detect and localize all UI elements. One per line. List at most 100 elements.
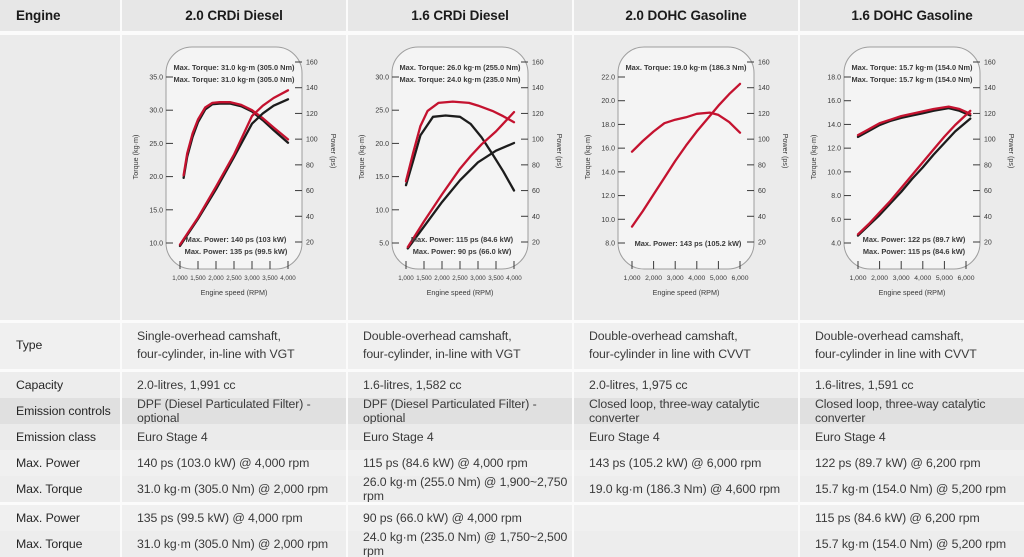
x-tick-label: 4,000: [688, 275, 705, 282]
left-tick-label: 16.0: [601, 145, 615, 152]
x-tick-label: 3,000: [244, 275, 260, 282]
left-tick-label: 35.0: [149, 74, 163, 81]
max-power-annotation: Max. Power: 90 ps (66.0 kW): [413, 247, 512, 256]
right-tick-label: 120: [758, 110, 770, 117]
spec-cell: Single-overhead camshaft, four-cylinder,…: [122, 323, 346, 369]
spec-cell: 24.0 kg·m (235.0 Nm) @ 1,750~2,500 rpm: [348, 531, 572, 557]
spec-cell: [574, 531, 798, 557]
spec-cell: DPF (Diesel Particulated Filter) - optio…: [348, 398, 572, 424]
right-tick-label: 120: [984, 110, 996, 117]
max-torque-annotation: Max. Torque: 15.7 kg·m (154.0 Nm): [851, 75, 973, 84]
max-power-annotation: Max. Power: 143 ps (105.2 kW): [635, 239, 742, 248]
x-tick-label: 1,500: [416, 275, 432, 282]
max-torque-annotation: Max. Torque: 19.0 kg·m (186.3 Nm): [625, 63, 747, 72]
right-tick-label: 120: [306, 110, 318, 117]
x-tick-label: 4,000: [506, 275, 522, 282]
x-axis-label: Engine speed (RPM): [879, 288, 946, 297]
left-tick-label: 15.0: [149, 207, 163, 214]
engine-chart-1-6-dohc-gasoline: 18.0 16.0 14.0 12.0 10.0 8.0 6.0 4.0 160 140 120 10…: [800, 35, 1024, 320]
spec-cell: 1.6-litres, 1,591 cc: [800, 372, 1024, 398]
spec-cell: 19.0 kg·m (186.3 Nm) @ 4,600 rpm: [574, 476, 798, 502]
y-axis-label-left: Torque (kg·m): [583, 134, 592, 179]
x-tick-label: 2,000: [208, 275, 224, 282]
spec-row-emission-class: Emission class Euro Stage 4 Euro Stage 4…: [0, 424, 1024, 450]
engine-header-label: Engine: [0, 0, 120, 31]
engine-name-2-0-dohc-gasoline: 2.0 DOHC Gasoline: [574, 0, 798, 31]
x-tick-label: 6,000: [731, 275, 748, 282]
row-label: Max. Torque: [0, 476, 120, 502]
spec-cell: Euro Stage 4: [348, 424, 572, 450]
spec-cell: 31.0 kg·m (305.0 Nm) @ 2,000 rpm: [122, 476, 346, 502]
spec-cell: 115 ps (84.6 kW) @ 4,000 rpm: [348, 450, 572, 476]
engine-performance-chart: 30.0 25.0 20.0 15.0 10.0 5.0 160 140 120 100 80 60 4…: [357, 46, 564, 297]
engine-name-2-0-crdi-diesel: 2.0 CRDi Diesel: [122, 0, 346, 31]
max-torque-annotation: Max. Torque: 31.0 kg·m (305.0 Nm): [173, 63, 295, 72]
spec-row-type: Type Single-overhead camshaft, four-cyli…: [0, 323, 1024, 369]
max-power-annotation: Max. Power: 135 ps (99.5 kW): [185, 247, 288, 256]
x-tick-label: 3,000: [470, 275, 486, 282]
right-tick-label: 140: [306, 85, 318, 92]
max-torque-annotation: Max. Torque: 15.7 kg·m (154.0 Nm): [851, 63, 973, 72]
x-tick-label: 5,000: [710, 275, 727, 282]
spec-cell: 15.7 kg·m (154.0 Nm) @ 5,200 rpm: [800, 476, 1024, 502]
left-tick-label: 10.0: [601, 216, 615, 223]
right-tick-label: 60: [984, 188, 992, 195]
spec-row-max-torque-2: Max. Torque 31.0 kg·m (305.0 Nm) @ 2,000…: [0, 531, 1024, 557]
spec-row-max-torque-1: Max. Torque 31.0 kg·m (305.0 Nm) @ 2,000…: [0, 476, 1024, 502]
spec-cell: 2.0-litres, 1,991 cc: [122, 372, 346, 398]
row-label: Max. Power: [0, 505, 120, 531]
left-tick-label: 6.0: [831, 216, 841, 223]
left-tick-label: 18.0: [601, 121, 615, 128]
left-tick-label: 16.0: [827, 98, 841, 105]
power-black-curve: [856, 116, 972, 237]
x-tick-label: 3,500: [262, 275, 278, 282]
spec-cell: Euro Stage 4: [574, 424, 798, 450]
spec-cell: Double-overhead camshaft, four-cylinder,…: [348, 323, 572, 369]
y-axis-label-right: Power (ps): [1007, 133, 1016, 168]
left-tick-label: 5.0: [379, 240, 389, 247]
row-label: Capacity: [0, 372, 120, 398]
spec-cell: Closed loop, three-way catalytic convert…: [800, 398, 1024, 424]
y-axis-label-right: Power (ps): [329, 133, 338, 168]
y-axis-label-right: Power (ps): [555, 133, 564, 168]
right-tick-label: 160: [984, 59, 996, 66]
right-tick-label: 20: [758, 239, 766, 246]
right-tick-label: 120: [532, 110, 544, 117]
max-torque-annotation: Max. Torque: 31.0 kg·m (305.0 Nm): [173, 75, 295, 84]
x-tick-label: 3,000: [667, 275, 684, 282]
spec-row-emission-controls: Emission controls DPF (Diesel Particulat…: [0, 398, 1024, 424]
x-axis-label: Engine speed (RPM): [427, 288, 494, 297]
row-label: Max. Power: [0, 450, 120, 476]
left-tick-label: 20.0: [601, 98, 615, 105]
torque-red-curve: [630, 110, 742, 153]
left-tick-label: 22.0: [601, 74, 615, 81]
left-tick-label: 8.0: [831, 193, 841, 200]
torque-black-curve: [404, 113, 516, 192]
chart-band: 35.0 30.0 25.0 20.0 15.0 10.0 160 140 120 100 80 60…: [0, 35, 1024, 320]
max-power-annotation: Max. Power: 122 ps (89.7 kW): [863, 235, 966, 244]
x-axis-label: Engine speed (RPM): [201, 288, 268, 297]
x-tick-label: 2,000: [871, 275, 888, 282]
y-axis-label-left: Torque (kg·m): [809, 134, 818, 179]
right-tick-label: 80: [984, 162, 992, 169]
x-axis-label: Engine speed (RPM): [653, 288, 720, 297]
right-tick-label: 20: [306, 239, 314, 246]
row-label: Type: [0, 323, 120, 369]
x-tick-label: 1,000: [398, 275, 414, 282]
right-tick-label: 40: [532, 213, 540, 220]
left-tick-label: 10.0: [375, 207, 389, 214]
engine-name-1-6-dohc-gasoline: 1.6 DOHC Gasoline: [800, 0, 1024, 31]
x-tick-label: 2,000: [434, 275, 450, 282]
y-axis-label-right: Power (ps): [781, 133, 790, 168]
engine-performance-chart: 18.0 16.0 14.0 12.0 10.0 8.0 6.0 4.0 160 140 120 10…: [809, 46, 1016, 297]
right-tick-label: 80: [758, 162, 766, 169]
x-tick-label: 5,000: [936, 275, 953, 282]
spec-cell: 2.0-litres, 1,975 cc: [574, 372, 798, 398]
left-tick-label: 30.0: [375, 74, 389, 81]
power-red-curve: [178, 88, 290, 246]
right-tick-label: 140: [984, 85, 996, 92]
row-label: Emission controls: [0, 398, 120, 424]
torque-red-curve: [404, 99, 516, 182]
spec-row-capacity: Capacity 2.0-litres, 1,991 cc 1.6-litres…: [0, 372, 1024, 398]
